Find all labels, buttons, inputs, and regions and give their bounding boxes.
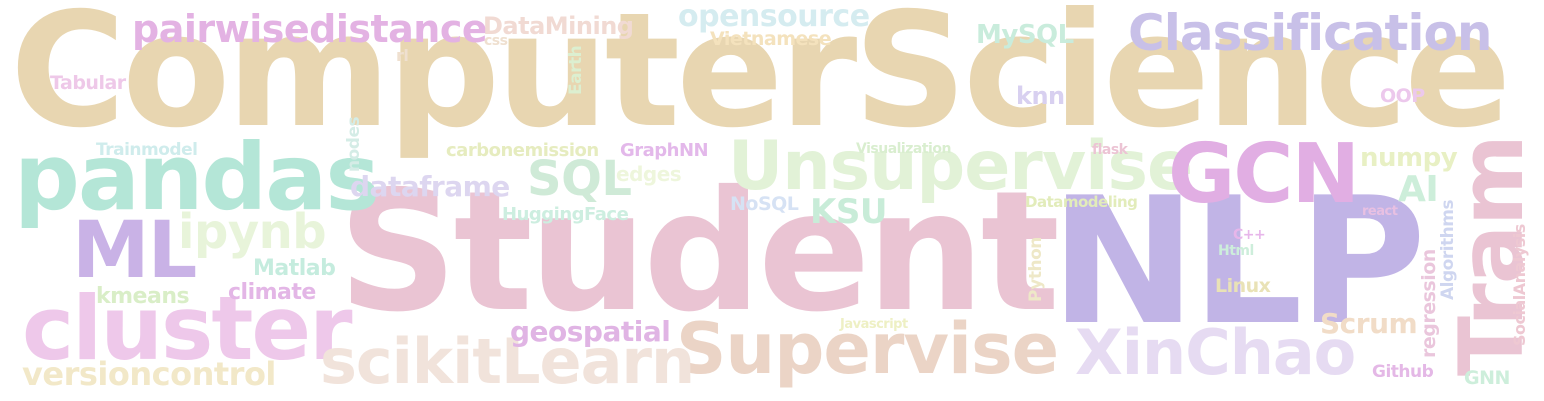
word-ksu: KSU — [810, 192, 887, 232]
word-sql: SQL — [527, 151, 632, 207]
word-scikitlearn: scikitLearn — [320, 325, 695, 398]
word-oop: OOP — [1380, 85, 1425, 107]
word-datamodeling: Datamodeling — [1025, 193, 1138, 211]
word-scrum: Scrum — [1320, 307, 1418, 340]
word-computerscience: ComputerScience — [10, 0, 1511, 163]
word-ipynb: ipynb — [178, 204, 327, 260]
word-supervise: Supervise — [676, 308, 1059, 390]
word-vietnamese: Vietnamese — [710, 28, 832, 50]
word-student: Student — [338, 156, 1060, 349]
word-gnn: GNN — [1464, 367, 1510, 389]
word-edges: edges — [616, 162, 682, 186]
word-datamining: DataMining — [483, 12, 634, 40]
word-react: react — [1362, 204, 1398, 219]
word-regression: regression — [1418, 249, 1440, 358]
word-dataframe: dataframe — [350, 170, 510, 203]
word-javascript: Javascript — [840, 317, 908, 332]
word-xinchao: XinChao — [1075, 316, 1356, 389]
word-classification: Classification — [1128, 4, 1492, 62]
word-unsupervise: Unsupervise — [728, 127, 1193, 206]
word-ml: ML — [72, 206, 197, 296]
word-html: Html — [1218, 243, 1254, 259]
word-linux: Linux — [1215, 275, 1271, 297]
word-pandas: pandas — [14, 124, 380, 231]
word-opensource: opensource — [678, 0, 870, 34]
word-socialanalysis: SocialAnalysis — [1510, 224, 1529, 346]
word-tabular: Tabular — [50, 72, 126, 94]
word-pairwisedistance: pairwisedistance — [132, 7, 488, 51]
word-climate: climate — [228, 280, 316, 305]
word-gcn: GCN — [1168, 127, 1360, 222]
word-nodes: nodes — [344, 116, 364, 172]
word-python: Python — [1026, 237, 1046, 302]
word-cpp: C++ — [1233, 227, 1266, 243]
word-numpy: numpy — [1360, 143, 1458, 173]
word-ai: AI — [1398, 169, 1439, 210]
word-flask: flask — [1092, 142, 1128, 158]
word-knn: knn — [1016, 82, 1065, 110]
word-github: Github — [1372, 362, 1434, 382]
word-trainmodel: Trainmodel — [96, 140, 198, 160]
word-versioncontrol: versioncontrol — [22, 355, 276, 393]
word-geospatial: geospatial — [510, 315, 671, 348]
word-huggingface: HuggingFace — [502, 204, 629, 225]
word-carbonemission: carbonemission — [446, 140, 599, 161]
word-algorithms: Algorithms — [1438, 199, 1458, 300]
word-css: css — [484, 33, 508, 49]
word-kmeans: kmeans — [96, 284, 190, 309]
word-mysql: MySQL — [976, 20, 1074, 50]
word-nosql: NoSQL — [730, 193, 799, 215]
word-visualization: Visualization — [856, 141, 951, 157]
word-earth: Earth — [566, 45, 586, 95]
word-graphnn: GraphNN — [620, 140, 709, 161]
word-matlab: Matlab — [253, 256, 336, 281]
word-rl: rl — [396, 46, 409, 65]
word-nlp: NLP — [1050, 161, 1426, 364]
word-cluster: cluster — [22, 277, 353, 380]
